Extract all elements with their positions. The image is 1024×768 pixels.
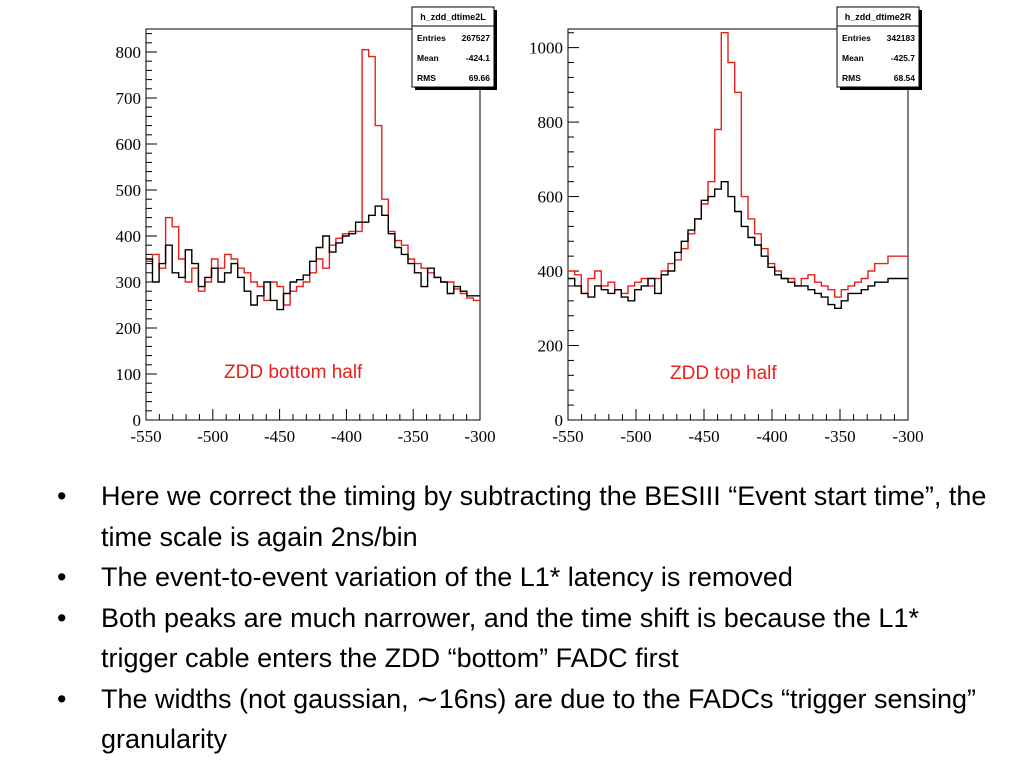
bullet-item: • The widths (not gaussian, ∼16ns) are du…	[55, 679, 995, 760]
stats-box-key: Entries	[417, 33, 446, 43]
y-tick-label: 200	[538, 337, 564, 356]
x-tick-label: -450	[264, 427, 295, 446]
histogram-series-red	[568, 32, 908, 298]
x-tick-label: -300	[892, 427, 923, 446]
bullet-text: The event-to-event variation of the L1* …	[101, 562, 793, 592]
y-tick-label: 0	[555, 411, 564, 430]
stats-box-key: Entries	[842, 33, 871, 43]
y-tick-label: 600	[116, 135, 142, 154]
histogram-left: -550 -500 -450 -400 -350 -300 0 100 200 300 400 500…	[116, 6, 497, 446]
histogram-series-black	[146, 205, 480, 311]
stats-box-title: h_zdd_dtime2R	[845, 12, 912, 22]
y-tick-label: 100	[116, 365, 142, 384]
stats-box-title: h_zdd_dtime2L	[420, 12, 486, 22]
bullet-text: Here we correct the timing by subtractin…	[101, 481, 987, 552]
y-tick-label: 0	[133, 411, 142, 430]
stats-box-key: RMS	[842, 73, 861, 83]
stats-box-value: -424.1	[466, 53, 490, 63]
histogram-series-red	[146, 49, 480, 306]
y-tick-label: 400	[538, 262, 564, 281]
bullet-icon: •	[57, 683, 67, 714]
x-tick-label: -350	[398, 427, 429, 446]
y-tick-label: 200	[116, 319, 142, 338]
bullet-icon: •	[57, 562, 67, 592]
x-tick-label: -350	[824, 427, 855, 446]
y-tick-label: 800	[538, 113, 564, 132]
x-tick-label: -400	[331, 427, 362, 446]
stats-box-key: Mean	[417, 53, 439, 63]
stats-box-value: -425.7	[891, 53, 915, 63]
bullet-item: • Here we correct the timing by subtracti…	[55, 476, 995, 557]
x-tick-label: -500	[620, 427, 651, 446]
y-tick-label: 300	[116, 273, 142, 292]
bullet-item: • Both peaks are much narrower, and the t…	[55, 598, 995, 679]
bullet-icon: •	[57, 481, 67, 511]
x-tick-label: -450	[688, 427, 719, 446]
histogram-series-black	[568, 181, 908, 309]
x-tick-label: -550	[552, 427, 583, 446]
y-tick-label: 700	[116, 89, 142, 108]
stats-box-value: 68.54	[894, 73, 916, 83]
y-tick-label: 800	[116, 43, 142, 62]
plot-annotation: ZDD top half	[670, 363, 777, 384]
histogram-right: -550 -500 -450 -400 -350 -300 0 200 400 600 800 100…	[529, 6, 924, 446]
bullet-text: The widths (not gaussian, ∼16ns) are due…	[101, 683, 977, 755]
bullet-text: Both peaks are much narrower, and the ti…	[101, 602, 919, 674]
stats-box	[411, 6, 495, 88]
stats-box	[836, 6, 920, 88]
bullet-list: • Here we correct the timing by subtracti…	[55, 476, 995, 760]
y-tick-label: 600	[538, 188, 564, 207]
x-tick-label: -400	[756, 427, 787, 446]
plot-frame	[567, 28, 909, 421]
bullet-icon: •	[57, 602, 67, 633]
stats-box-value: 342183	[887, 33, 916, 43]
y-tick-label: 500	[116, 181, 142, 200]
x-tick-label: -300	[464, 427, 495, 446]
bullet-item: • The event-to-event variation of the L1*…	[55, 557, 995, 598]
x-tick-label: -500	[197, 427, 228, 446]
stats-box-key: Mean	[842, 53, 864, 63]
y-tick-label: 400	[116, 227, 142, 246]
x-tick-label: -550	[130, 427, 161, 446]
stats-box-value: 69.66	[469, 73, 491, 83]
y-tick-label: 1000	[529, 39, 563, 58]
stats-box-key: RMS	[417, 73, 436, 83]
plot-annotation: ZDD bottom half	[224, 362, 363, 383]
plot-frame	[145, 28, 481, 421]
stats-box-value: 267527	[462, 33, 491, 43]
